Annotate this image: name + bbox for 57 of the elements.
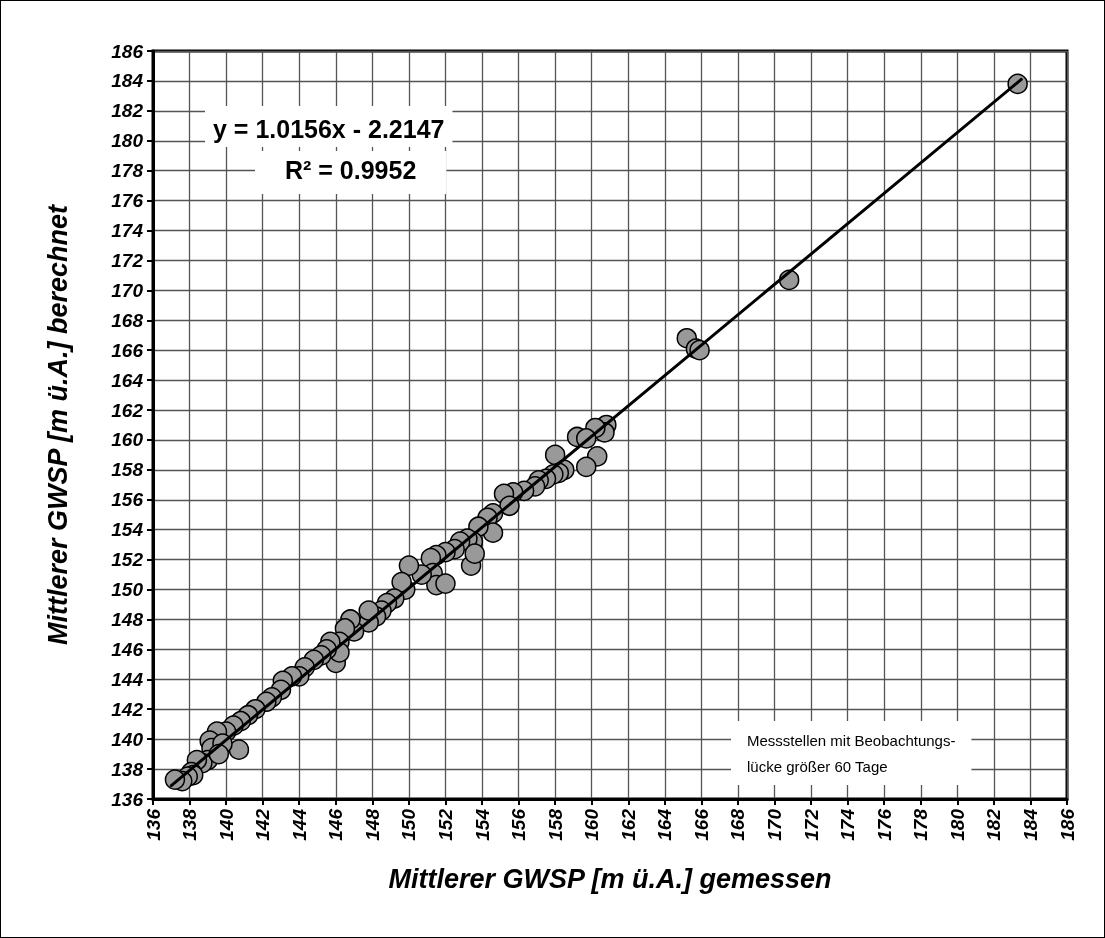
y-tick-label: 176 xyxy=(111,190,144,212)
x-tick-label: 150 xyxy=(398,808,420,841)
y-tick-label: 142 xyxy=(111,698,144,720)
y-tick-label: 152 xyxy=(111,549,144,571)
x-tick-label: 172 xyxy=(800,808,822,841)
x-tick-label: 166 xyxy=(690,808,712,841)
y-tick-label: 166 xyxy=(111,339,144,361)
annotation: Messstellen mit Beobachtungs- lücke größer 60 Tage xyxy=(747,731,956,775)
x-tick-label: 140 xyxy=(215,808,237,841)
x-tick-label: 146 xyxy=(325,808,347,841)
x-tick-label: 184 xyxy=(1019,808,1041,841)
x-tick-label: 176 xyxy=(873,808,895,841)
annotation: y = 1.0156x - 2.2147 xyxy=(213,114,445,143)
y-tick-label: 172 xyxy=(111,249,144,271)
x-tick-label: 156 xyxy=(508,808,530,841)
y-tick-label: 158 xyxy=(111,459,144,481)
y-tick-label: 156 xyxy=(111,489,144,511)
x-tick-label: 170 xyxy=(764,808,786,841)
x-tick-label: 142 xyxy=(252,808,274,841)
x-tick-label: 158 xyxy=(544,808,566,841)
x-tick-label: 180 xyxy=(946,808,968,841)
y-tick-label: 146 xyxy=(111,638,144,660)
y-tick-label: 140 xyxy=(111,728,144,750)
x-tick-label: 152 xyxy=(434,808,456,841)
y-axis-title: Mittlerer GWSP [m ü.A.] berechnet xyxy=(42,203,73,646)
y-tick-label: 170 xyxy=(111,279,144,301)
y-tick-label: 148 xyxy=(111,608,144,630)
x-axis-title: Mittlerer GWSP [m ü.A.] gemessen xyxy=(388,863,832,894)
y-tick-label: 160 xyxy=(111,429,144,451)
x-tick-label: 160 xyxy=(581,808,603,841)
y-tick-label: 144 xyxy=(111,668,144,690)
x-tick-label: 164 xyxy=(654,808,676,841)
y-tick-label: 168 xyxy=(111,309,144,331)
x-tick-label: 148 xyxy=(361,808,383,841)
y-tick-label: 184 xyxy=(111,70,144,92)
y-tick-label: 136 xyxy=(111,788,144,810)
y-tick-label: 186 xyxy=(111,40,144,62)
y-tick-label: 154 xyxy=(111,519,144,541)
x-tick-label: 154 xyxy=(471,808,493,841)
y-tick-label: 164 xyxy=(111,369,144,391)
x-tick-label: 178 xyxy=(910,808,932,841)
y-tick-label: 174 xyxy=(111,220,144,242)
x-tick-label: 186 xyxy=(1056,808,1078,841)
y-tick-label: 182 xyxy=(111,100,144,122)
x-tick-label: 144 xyxy=(288,808,310,841)
y-tick-label: 138 xyxy=(111,758,144,780)
x-tick-label: 168 xyxy=(727,808,749,841)
x-tick-label: 174 xyxy=(837,808,859,841)
x-tick-label: 138 xyxy=(179,808,201,841)
y-tick-label: 180 xyxy=(111,130,144,152)
y-tick-label: 178 xyxy=(111,160,144,182)
x-tick-label: 136 xyxy=(142,808,164,841)
x-tick-label: 182 xyxy=(983,808,1005,841)
x-tick-label: 162 xyxy=(617,808,639,841)
annotation: R² = 0.9952 xyxy=(285,155,417,184)
y-tick-label: 162 xyxy=(111,399,144,421)
y-tick-label: 150 xyxy=(111,579,144,601)
